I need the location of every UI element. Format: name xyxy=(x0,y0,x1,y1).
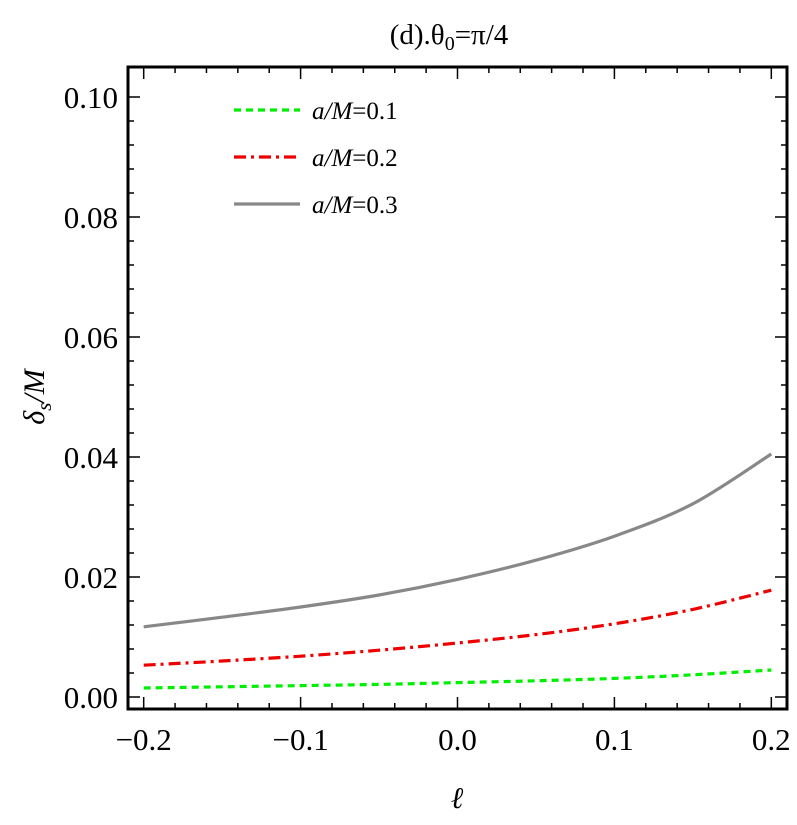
y-tick-label: 0.04 xyxy=(64,440,119,475)
chart-title: (d).θ0=π/4 xyxy=(390,19,509,55)
series-line-1 xyxy=(143,668,772,690)
series-line-3 xyxy=(143,452,773,629)
y-tick-label: 0.00 xyxy=(64,680,118,715)
x-tick-label: −0.2 xyxy=(116,722,172,757)
plot-area: −0.2 −0.1 0.0 0.1 0.2 0.00 0.02 0.04 0.06 0.08 0.1… xyxy=(64,65,791,757)
x-tick-label: 0.1 xyxy=(595,722,634,757)
legend-label-1: a/M=0.1 xyxy=(312,98,398,125)
x-tick-label: −0.1 xyxy=(272,722,328,757)
legend-label-3: a/M=0.3 xyxy=(312,192,398,219)
plot-frame xyxy=(126,65,789,711)
y-tick-label: 0.10 xyxy=(64,80,118,115)
legend: a/M=0.1 a/M=0.2 a/M=0.3 xyxy=(234,98,398,219)
legend-label-2: a/M=0.2 xyxy=(312,145,398,172)
x-tick-label: 0.0 xyxy=(438,722,477,757)
y-tick-label: 0.08 xyxy=(64,200,118,235)
series-line-2 xyxy=(143,588,772,667)
x-tick-label: 0.2 xyxy=(752,722,791,757)
x-axis-label: ℓ xyxy=(451,782,464,815)
y-tick-label: 0.02 xyxy=(64,560,118,595)
y-tick-label: 0.06 xyxy=(64,320,118,355)
y-axis-label: δs/M xyxy=(18,367,56,424)
